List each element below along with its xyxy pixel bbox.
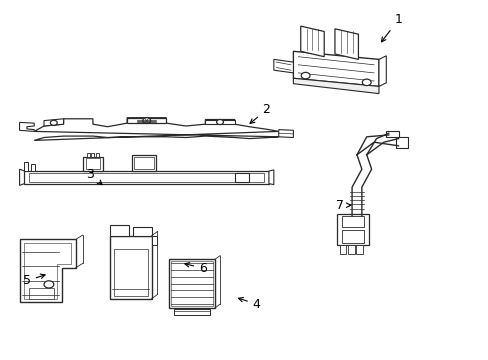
Polygon shape xyxy=(34,118,278,140)
Circle shape xyxy=(301,72,309,79)
Polygon shape xyxy=(334,29,358,59)
Polygon shape xyxy=(378,56,386,86)
Text: 7: 7 xyxy=(335,199,350,212)
Polygon shape xyxy=(134,157,154,169)
Bar xyxy=(337,214,368,245)
Polygon shape xyxy=(20,122,34,131)
Polygon shape xyxy=(268,170,273,185)
Text: 4: 4 xyxy=(238,297,260,311)
Circle shape xyxy=(44,281,54,288)
Polygon shape xyxy=(44,119,63,126)
Polygon shape xyxy=(273,59,293,73)
Polygon shape xyxy=(293,78,378,94)
Polygon shape xyxy=(31,164,35,171)
Bar xyxy=(87,153,90,157)
Polygon shape xyxy=(24,162,28,171)
Polygon shape xyxy=(110,225,128,236)
Polygon shape xyxy=(278,130,293,138)
Circle shape xyxy=(142,118,150,123)
Bar xyxy=(91,153,94,157)
Text: 1: 1 xyxy=(381,13,402,42)
Polygon shape xyxy=(83,157,102,171)
Bar xyxy=(342,216,364,227)
Text: 6: 6 xyxy=(184,262,206,275)
Polygon shape xyxy=(205,120,234,124)
Bar xyxy=(342,230,364,243)
Bar xyxy=(168,259,215,308)
Polygon shape xyxy=(133,227,151,236)
Bar xyxy=(386,131,398,137)
Bar xyxy=(171,261,212,306)
Polygon shape xyxy=(20,169,24,185)
Bar xyxy=(347,245,354,254)
Circle shape xyxy=(216,120,223,125)
Text: 2: 2 xyxy=(249,103,270,123)
Bar xyxy=(96,153,99,157)
Bar xyxy=(29,288,54,299)
Bar xyxy=(395,137,407,148)
Bar xyxy=(114,249,147,296)
Bar xyxy=(151,236,157,245)
Circle shape xyxy=(362,79,370,86)
Bar xyxy=(173,309,210,315)
Polygon shape xyxy=(85,158,100,169)
Bar xyxy=(339,245,346,254)
Text: 3: 3 xyxy=(86,168,102,185)
Polygon shape xyxy=(293,51,378,86)
Polygon shape xyxy=(132,155,156,171)
Bar xyxy=(24,171,268,184)
Text: 5: 5 xyxy=(23,274,45,287)
Polygon shape xyxy=(300,26,324,57)
Bar xyxy=(29,173,264,182)
Bar xyxy=(356,245,362,254)
Bar xyxy=(110,236,151,299)
Polygon shape xyxy=(127,118,166,123)
Circle shape xyxy=(50,120,57,125)
Polygon shape xyxy=(20,239,76,302)
Polygon shape xyxy=(234,173,249,182)
Polygon shape xyxy=(24,243,71,299)
